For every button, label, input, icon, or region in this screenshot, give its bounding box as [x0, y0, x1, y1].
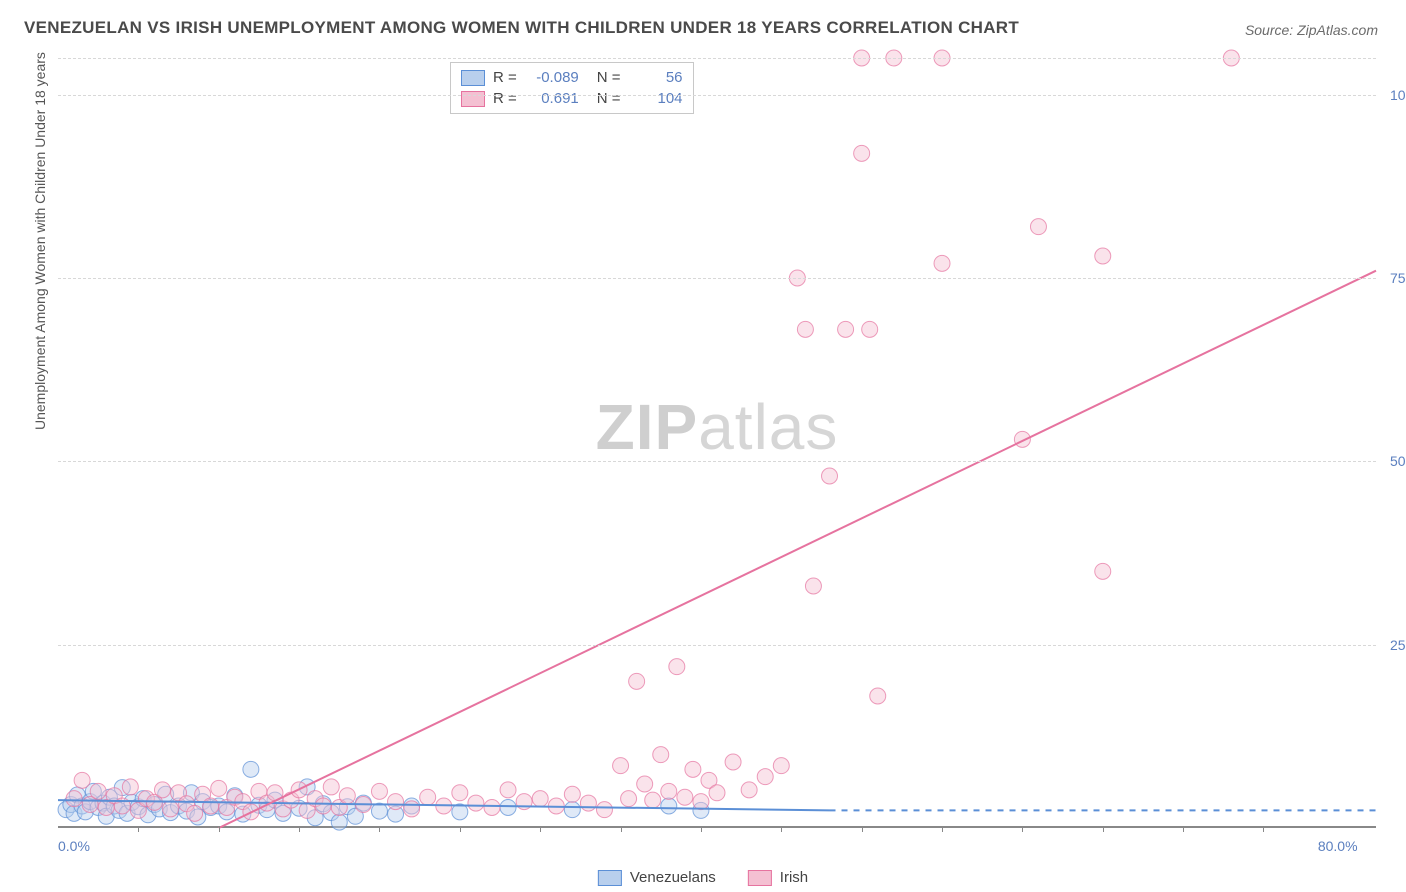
legend: Venezuelans Irish: [598, 869, 808, 886]
source-prefix: Source:: [1245, 22, 1297, 38]
y-axis-label: Unemployment Among Women with Children U…: [32, 52, 48, 430]
legend-label-irish: Irish: [780, 869, 808, 886]
scatter-plot: ZIPatlas R = -0.089 N = 56 R = 0.691 N =…: [58, 58, 1376, 828]
y-tick-label: 50.0%: [1380, 453, 1406, 469]
legend-swatch-irish: [748, 870, 772, 886]
source-name: ZipAtlas.com: [1297, 22, 1378, 38]
chart-title: VENEZUELAN VS IRISH UNEMPLOYMENT AMONG W…: [24, 18, 1019, 38]
x-tick-label: 0.0%: [58, 838, 90, 854]
legend-swatch-venezuelan: [598, 870, 622, 886]
plot-svg: [58, 58, 1376, 828]
y-tick-label: 75.0%: [1380, 270, 1406, 286]
source-credit: Source: ZipAtlas.com: [1245, 22, 1378, 38]
x-tick-label: 80.0%: [1318, 838, 1358, 854]
y-tick-label: 25.0%: [1380, 637, 1406, 653]
y-tick-label: 100.0%: [1380, 87, 1406, 103]
legend-item-irish: Irish: [748, 869, 808, 886]
legend-label-venezuelan: Venezuelans: [630, 869, 716, 886]
legend-item-venezuelan: Venezuelans: [598, 869, 716, 886]
